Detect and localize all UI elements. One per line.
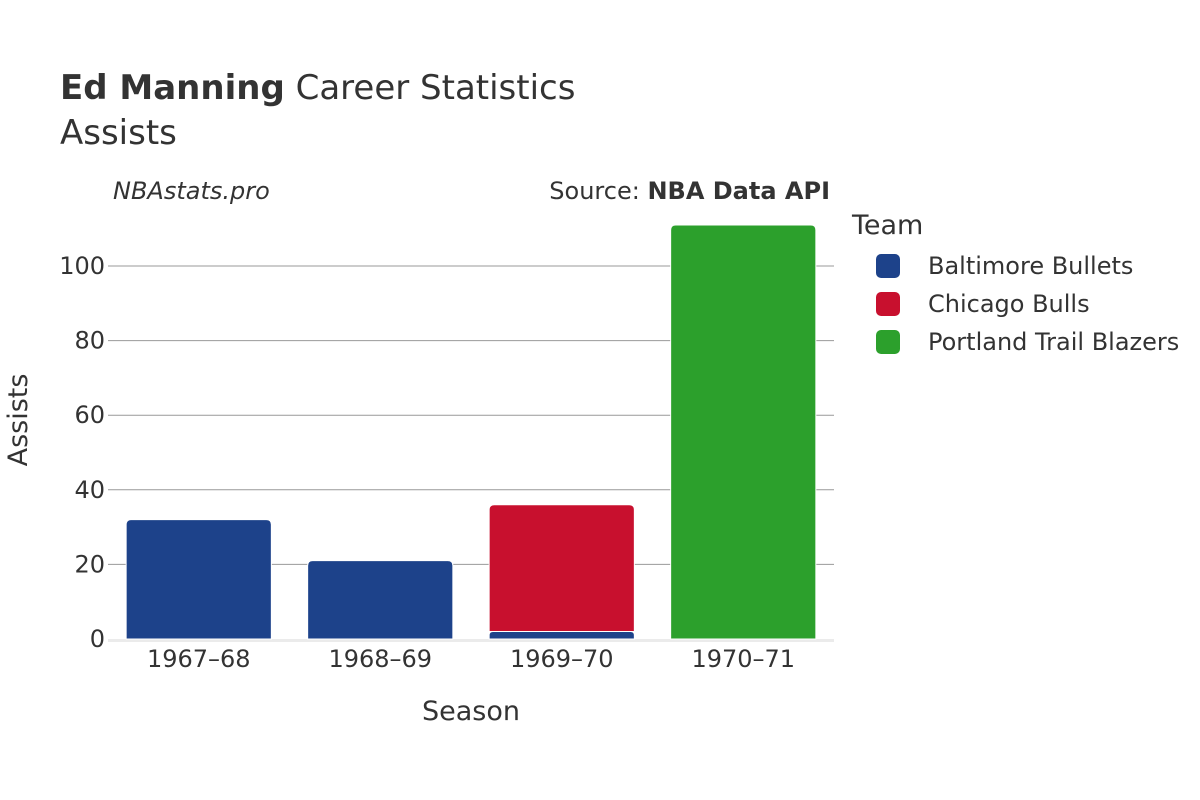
y-tick-label: 60 bbox=[74, 401, 105, 429]
player-name: Ed Manning bbox=[60, 68, 285, 108]
y-tick-label: 0 bbox=[90, 625, 105, 653]
y-tick-label: 20 bbox=[74, 550, 105, 578]
legend-swatch bbox=[876, 330, 900, 354]
y-tick-labels: 0 20 40 60 80 100 bbox=[59, 252, 105, 653]
x-tick-label: 1968–69 bbox=[328, 645, 432, 673]
legend-swatch bbox=[876, 292, 900, 316]
y-tick-label: 80 bbox=[74, 327, 105, 355]
y-tick-label: 40 bbox=[74, 476, 105, 504]
x-tick-labels: 1967–68 1968–69 1969–70 1970–71 bbox=[147, 645, 795, 673]
bar-segment[interactable] bbox=[488, 504, 635, 633]
bar-segment[interactable] bbox=[670, 224, 817, 640]
x-axis-label: Season bbox=[422, 696, 520, 727]
bar-segment[interactable] bbox=[125, 519, 272, 640]
legend-item[interactable]: Chicago Bulls bbox=[876, 289, 1090, 319]
y-axis-label: Assists bbox=[3, 374, 34, 467]
legend-item[interactable]: Portland Trail Blazers bbox=[876, 327, 1179, 357]
legend-label: Chicago Bulls bbox=[928, 290, 1090, 318]
bars bbox=[125, 224, 817, 640]
bar-segment[interactable] bbox=[488, 631, 635, 640]
legend-swatch bbox=[876, 254, 900, 278]
chart-subtitle: Assists bbox=[60, 113, 177, 153]
bar-segment[interactable] bbox=[307, 560, 454, 640]
title-suffix: Career Statistics bbox=[284, 68, 576, 108]
y-tick-label: 100 bbox=[59, 252, 105, 280]
x-tick-label: 1969–70 bbox=[510, 645, 614, 673]
source-name: NBA Data API bbox=[647, 177, 830, 205]
legend-title: Team bbox=[852, 210, 924, 241]
x-tick-label: 1970–71 bbox=[691, 645, 795, 673]
source-prefix: Source: bbox=[549, 177, 648, 205]
legend-item[interactable]: Baltimore Bullets bbox=[876, 251, 1133, 281]
source-credit: Source: NBA Data API bbox=[549, 177, 830, 205]
legend-label: Baltimore Bullets bbox=[928, 252, 1134, 280]
chart-title: Ed Manning Career Statistics bbox=[60, 68, 575, 108]
x-tick-label: 1967–68 bbox=[147, 645, 251, 673]
legend-label: Portland Trail Blazers bbox=[928, 328, 1180, 356]
watermark: NBAstats.pro bbox=[113, 177, 270, 205]
